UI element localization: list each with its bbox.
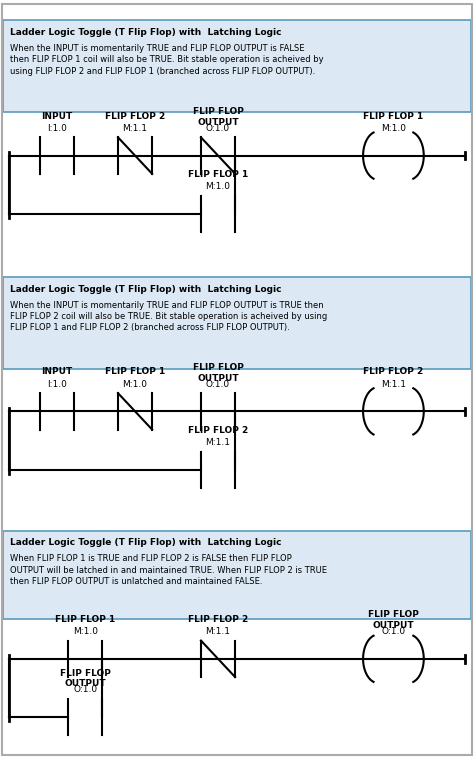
FancyBboxPatch shape xyxy=(3,20,471,112)
Text: FLIP FLOP 1: FLIP FLOP 1 xyxy=(363,112,424,121)
Text: M:1.0: M:1.0 xyxy=(381,124,406,133)
Text: Ladder Logic Toggle (T Flip Flop) with  Latching Logic: Ladder Logic Toggle (T Flip Flop) with L… xyxy=(10,285,282,294)
Text: Ladder Logic Toggle (T Flip Flop) with  Latching Logic: Ladder Logic Toggle (T Flip Flop) with L… xyxy=(10,28,282,37)
Text: M:1.1: M:1.1 xyxy=(206,627,230,636)
Text: O:1.0: O:1.0 xyxy=(382,627,405,636)
Text: FLIP FLOP 1: FLIP FLOP 1 xyxy=(55,615,116,624)
FancyBboxPatch shape xyxy=(3,531,471,619)
Text: INPUT: INPUT xyxy=(41,112,73,121)
Text: OUTPUT: OUTPUT xyxy=(197,373,239,383)
Text: I:1.0: I:1.0 xyxy=(47,124,67,133)
Text: FLIP FLOP 1: FLIP FLOP 1 xyxy=(188,170,248,179)
Text: O:1.0: O:1.0 xyxy=(206,380,230,389)
Text: O:1.0: O:1.0 xyxy=(73,685,97,694)
Text: M:1.1: M:1.1 xyxy=(381,380,406,389)
Text: When FLIP FLOP 1 is TRUE and FLIP FLOP 2 is FALSE then FLIP FLOP
OUTPUT will be : When FLIP FLOP 1 is TRUE and FLIP FLOP 2… xyxy=(10,554,328,586)
Text: When the INPUT is momentarily TRUE and FLIP FLOP OUTPUT is FALSE
then FLIP FLOP : When the INPUT is momentarily TRUE and F… xyxy=(10,44,324,76)
Text: FLIP FLOP: FLIP FLOP xyxy=(368,610,419,619)
Text: M:1.0: M:1.0 xyxy=(73,627,98,636)
FancyBboxPatch shape xyxy=(3,277,471,369)
Text: OUTPUT: OUTPUT xyxy=(64,679,106,688)
Text: FLIP FLOP: FLIP FLOP xyxy=(60,669,111,678)
Text: FLIP FLOP: FLIP FLOP xyxy=(192,363,244,372)
Text: M:1.0: M:1.0 xyxy=(123,380,147,389)
Text: FLIP FLOP 2: FLIP FLOP 2 xyxy=(188,426,248,435)
Text: OUTPUT: OUTPUT xyxy=(373,621,414,630)
Text: O:1.0: O:1.0 xyxy=(206,124,230,133)
Text: FLIP FLOP 2: FLIP FLOP 2 xyxy=(363,367,424,376)
Text: FLIP FLOP 1: FLIP FLOP 1 xyxy=(105,367,165,376)
Text: M:1.1: M:1.1 xyxy=(123,124,147,133)
Text: I:1.0: I:1.0 xyxy=(47,380,67,389)
Text: When the INPUT is momentarily TRUE and FLIP FLOP OUTPUT is TRUE then
FLIP FLOP 2: When the INPUT is momentarily TRUE and F… xyxy=(10,301,328,332)
Text: FLIP FLOP 2: FLIP FLOP 2 xyxy=(188,615,248,624)
Text: FLIP FLOP: FLIP FLOP xyxy=(192,107,244,116)
Text: M:1.0: M:1.0 xyxy=(206,182,230,191)
Text: OUTPUT: OUTPUT xyxy=(197,118,239,127)
Text: Ladder Logic Toggle (T Flip Flop) with  Latching Logic: Ladder Logic Toggle (T Flip Flop) with L… xyxy=(10,538,282,547)
Text: FLIP FLOP 2: FLIP FLOP 2 xyxy=(105,112,165,121)
Text: INPUT: INPUT xyxy=(41,367,73,376)
Text: M:1.1: M:1.1 xyxy=(206,438,230,447)
